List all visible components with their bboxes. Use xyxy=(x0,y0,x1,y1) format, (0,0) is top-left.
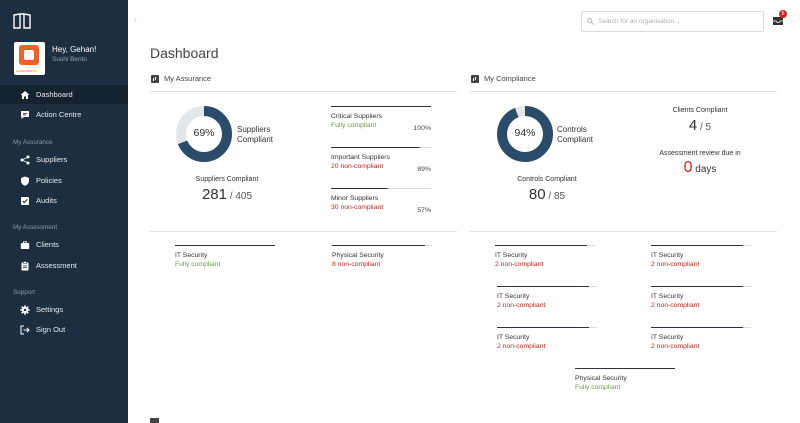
assurance-title: My Assurance xyxy=(164,74,212,83)
bar-chart-icon xyxy=(151,74,159,83)
home-icon xyxy=(20,90,30,100)
sidebar-item-label: Settings xyxy=(36,305,64,314)
page-title: Dashboard xyxy=(150,45,219,61)
sidebar-item-audits[interactable]: Audits xyxy=(0,191,128,210)
assessment-review-caption: Assessment review due in xyxy=(659,150,741,157)
controls-donut-percent: 94% xyxy=(514,127,536,139)
assurance-physical-security[interactable]: Physical Security 8 non-compliant xyxy=(332,244,432,268)
sidebar-item-label: Dashboard xyxy=(36,90,73,99)
user-company: Sushi Bento xyxy=(52,56,88,63)
divider xyxy=(150,91,457,92)
divider xyxy=(470,91,777,92)
share-icon xyxy=(20,155,30,165)
clients-compliant-count: 4 / 5 xyxy=(688,117,712,134)
controls-compliant-count: 80 / 85 xyxy=(528,186,566,203)
category-critical[interactable]: Critical Suppliers Fully compliant 100% xyxy=(331,105,431,132)
suppliers-donut-label: Suppliers Compliant xyxy=(237,125,274,144)
divider xyxy=(470,231,777,232)
controls-compliant-caption: Controls Compliant xyxy=(517,176,577,183)
sidebar-item-label: Sign Out xyxy=(36,325,66,334)
sidebar-item-label: Suppliers xyxy=(36,155,68,164)
avatar-brand: SUSHI BENTO xyxy=(16,69,37,73)
compliance-physical-security[interactable]: Physical Security Fully compliant xyxy=(575,367,675,391)
inbox-icon[interactable] xyxy=(772,14,784,26)
sidebar-item-label: Audits xyxy=(36,196,57,205)
assessment-review-days: 0 days xyxy=(683,159,717,176)
section-label-assurance: My Assurance xyxy=(13,139,53,146)
sidebar-item-settings[interactable]: Settings xyxy=(0,300,128,319)
signout-icon xyxy=(20,325,30,335)
sidebar-item-sign-out[interactable]: Sign Out xyxy=(0,320,128,339)
notification-badge: 6 xyxy=(779,10,787,18)
divider xyxy=(150,231,457,232)
suppliers-donut-percent: 69% xyxy=(193,127,215,139)
sidebar-item-policies[interactable]: Policies xyxy=(0,171,128,190)
bar-chart-icon xyxy=(150,418,159,423)
suppliers-donut-arc xyxy=(176,106,232,162)
compliance-it-security[interactable]: IT Security 2 non-compliant xyxy=(497,326,597,350)
sidebar-item-action-centre[interactable]: Action Centre xyxy=(0,105,128,124)
sidebar-item-assessment[interactable]: Assessment xyxy=(0,256,128,275)
message-icon xyxy=(20,110,30,120)
assurance-it-security[interactable]: IT Security Fully compliant xyxy=(175,244,275,268)
sidebar-item-label: Assessment xyxy=(36,261,77,270)
clients-compliant-caption: Clients Compliant xyxy=(672,107,728,114)
controls-donut-arc xyxy=(497,106,553,162)
sidebar-item-dashboard[interactable]: Dashboard xyxy=(0,85,128,104)
sidebar-item-clients[interactable]: Clients xyxy=(0,235,128,254)
suppliers-compliant-count: 281 / 405 xyxy=(201,186,253,203)
compliance-it-security[interactable]: IT Security 2 non-compliant xyxy=(651,326,751,350)
avatar: SUSHI BENTO xyxy=(14,42,45,75)
bar-chart-icon xyxy=(471,74,479,83)
checkbox-icon xyxy=(20,196,30,206)
section-label-assessment: My Assessment xyxy=(13,224,58,231)
sidebar: SUSHI BENTO Hey, Gehan! Sushi Bento Dash… xyxy=(0,0,128,423)
compliance-it-security[interactable]: IT Security 2 non-compliant xyxy=(651,244,751,268)
sidebar-item-label: Policies xyxy=(36,176,62,185)
clipboard-icon xyxy=(20,260,30,271)
user-greeting: Hey, Gehan! xyxy=(52,45,97,54)
search-box[interactable] xyxy=(581,11,764,32)
compliance-header: My Compliance xyxy=(471,74,536,83)
collapse-sidebar-button[interactable]: ‹ xyxy=(134,14,137,24)
category-important[interactable]: Important Suppliers 20 non-compliant 89% xyxy=(331,146,431,173)
assurance-header: My Assurance xyxy=(151,74,211,83)
compliance-it-security[interactable]: IT Security 2 non-compliant xyxy=(495,244,595,268)
category-minor[interactable]: Minor Suppliers 30 non-compliant 57% xyxy=(331,187,431,214)
compliance-it-security[interactable]: IT Security 2 non-compliant xyxy=(497,285,597,309)
suppliers-donut xyxy=(176,106,232,162)
suppliers-compliant-caption: Suppliers Compliant xyxy=(195,176,259,183)
compliance-title: My Compliance xyxy=(484,74,536,83)
compliance-it-security[interactable]: IT Security 2 non-compliant xyxy=(651,285,751,309)
sidebar-item-label: Clients xyxy=(36,240,59,249)
user-profile[interactable]: SUSHI BENTO Hey, Gehan! Sushi Bento xyxy=(14,42,96,75)
search-input[interactable] xyxy=(598,18,758,25)
controls-donut-label: Controls Compliant xyxy=(557,125,594,144)
controls-donut xyxy=(497,106,553,162)
briefcase-icon xyxy=(20,240,30,250)
search-icon xyxy=(587,18,594,25)
book-logo-icon[interactable] xyxy=(13,13,31,29)
shield-icon xyxy=(20,176,30,186)
section-label-support: Support xyxy=(13,289,36,296)
sidebar-item-suppliers[interactable]: Suppliers xyxy=(0,150,128,169)
gear-icon xyxy=(20,304,30,315)
sidebar-item-label: Action Centre xyxy=(36,110,82,119)
